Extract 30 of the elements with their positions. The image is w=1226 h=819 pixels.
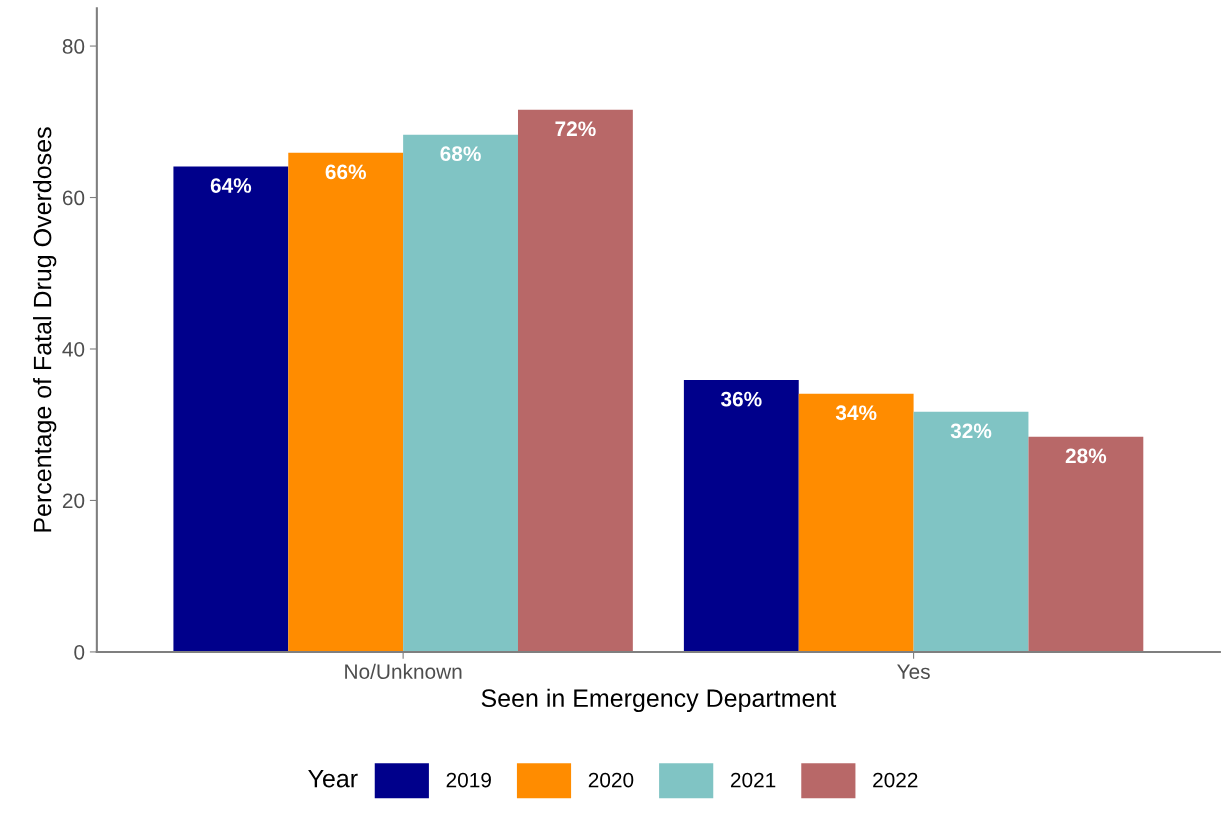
y-tick-label: 20 (62, 493, 85, 509)
bar (913, 411, 1029, 652)
data-label: 36% (720, 391, 762, 407)
y-axis-title: Percentage of Fatal Drug Overdoses (33, 127, 57, 532)
data-label: 64% (210, 178, 252, 193)
data-label: 68% (440, 146, 481, 162)
data-label: 34% (835, 405, 877, 421)
data-label: 28% (1065, 448, 1107, 464)
y-tick-label: 40 (62, 341, 85, 357)
y-tick-label: 60 (62, 190, 85, 206)
y-tick-label: 0 (74, 644, 85, 660)
bar (1028, 436, 1144, 652)
legend-title: Year (308, 769, 358, 788)
x-tick-label: Yes (897, 664, 930, 680)
data-label: 66% (325, 164, 366, 180)
legend-label: 2019 (446, 772, 491, 788)
legend-label: 2020 (588, 772, 634, 788)
bar (403, 134, 518, 652)
bar (798, 393, 914, 652)
data-label: 72% (555, 121, 596, 137)
bar (517, 109, 633, 652)
data-label: 32% (950, 423, 992, 439)
bar (683, 380, 799, 652)
x-tick-label: No/Unknown (345, 663, 462, 680)
x-axis-title: Seen in Emergency Department (481, 688, 837, 713)
legend-label: 2022 (873, 772, 918, 788)
bar (173, 166, 289, 652)
y-tick-label: 80 (62, 39, 85, 54)
bar (288, 152, 404, 652)
legend-label: 2021 (730, 772, 776, 788)
